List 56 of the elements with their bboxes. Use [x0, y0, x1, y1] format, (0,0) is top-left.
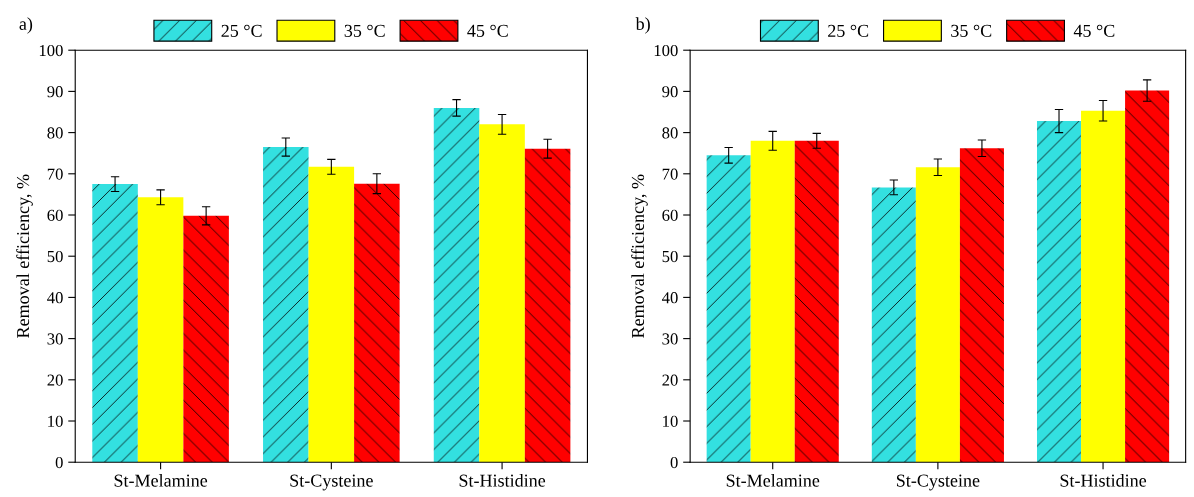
- bar: [433, 107, 480, 463]
- y-tick-label: 50: [662, 250, 678, 263]
- y-tick-label: 10: [48, 415, 63, 427]
- x-tick-label: St-Melamine: [114, 474, 208, 487]
- bar: [92, 184, 138, 463]
- y-axis-title: Removal efficiency, %: [16, 174, 33, 338]
- y-tick-label: 50: [47, 250, 63, 263]
- y-tick-label: 10: [663, 415, 678, 427]
- y-tick-label: 0: [55, 456, 63, 469]
- bar: [479, 124, 525, 463]
- bar: [750, 140, 795, 463]
- bar: [1125, 90, 1170, 463]
- chart-title: a): [19, 17, 33, 34]
- bar: [524, 148, 571, 463]
- bar: [959, 148, 1004, 463]
- y-tick-label: 60: [662, 209, 678, 221]
- bar: [354, 183, 400, 463]
- x-tick-label: St-Cysteine: [896, 474, 980, 491]
- y-tick-label: 70: [47, 168, 63, 180]
- bar: [183, 215, 229, 463]
- bar: [1081, 110, 1126, 463]
- chart-title: b): [635, 17, 650, 34]
- bar: [263, 147, 309, 463]
- y-tick-label: 20: [47, 374, 63, 386]
- bar: [308, 166, 355, 463]
- y-tick-label: 60: [47, 209, 63, 221]
- legend-label: 45 °C: [467, 24, 508, 37]
- legend-label: 45 °C: [1073, 24, 1115, 37]
- y-tick-label: 20: [662, 374, 678, 386]
- legend-label: 25 °C: [221, 24, 262, 37]
- y-tick-label: 30: [662, 333, 678, 345]
- y-tick-label: 80: [47, 127, 63, 139]
- y-tick-label: 80: [662, 127, 678, 139]
- y-tick-label: 30: [47, 333, 63, 345]
- y-tick-label: 40: [47, 292, 63, 304]
- bar: [915, 167, 960, 463]
- y-tick-label: 90: [47, 86, 63, 98]
- bar: [137, 197, 184, 463]
- legend-label: 35 °C: [344, 24, 385, 37]
- y-tick-label: 70: [662, 168, 678, 180]
- y-tick-label: 100: [39, 44, 63, 57]
- y-tick-label: 90: [662, 86, 678, 98]
- x-tick-label: St-Cysteine: [290, 474, 373, 491]
- y-tick-label: 40: [661, 292, 678, 304]
- x-tick-label: St-Histidine: [1060, 474, 1147, 487]
- y-tick-label: 100: [654, 44, 678, 57]
- bar: [871, 187, 916, 463]
- legend-label: 35 °C: [951, 24, 992, 37]
- legend-label: 25 °C: [828, 24, 869, 37]
- bar: [706, 155, 751, 463]
- bar: [794, 140, 839, 463]
- x-tick-label: St-Histidine: [459, 474, 546, 487]
- bar: [1036, 121, 1082, 463]
- y-axis-title: Removal efficiency, %: [631, 174, 648, 338]
- x-tick-label: St-Melamine: [726, 474, 820, 487]
- y-tick-label: 0: [670, 456, 678, 469]
